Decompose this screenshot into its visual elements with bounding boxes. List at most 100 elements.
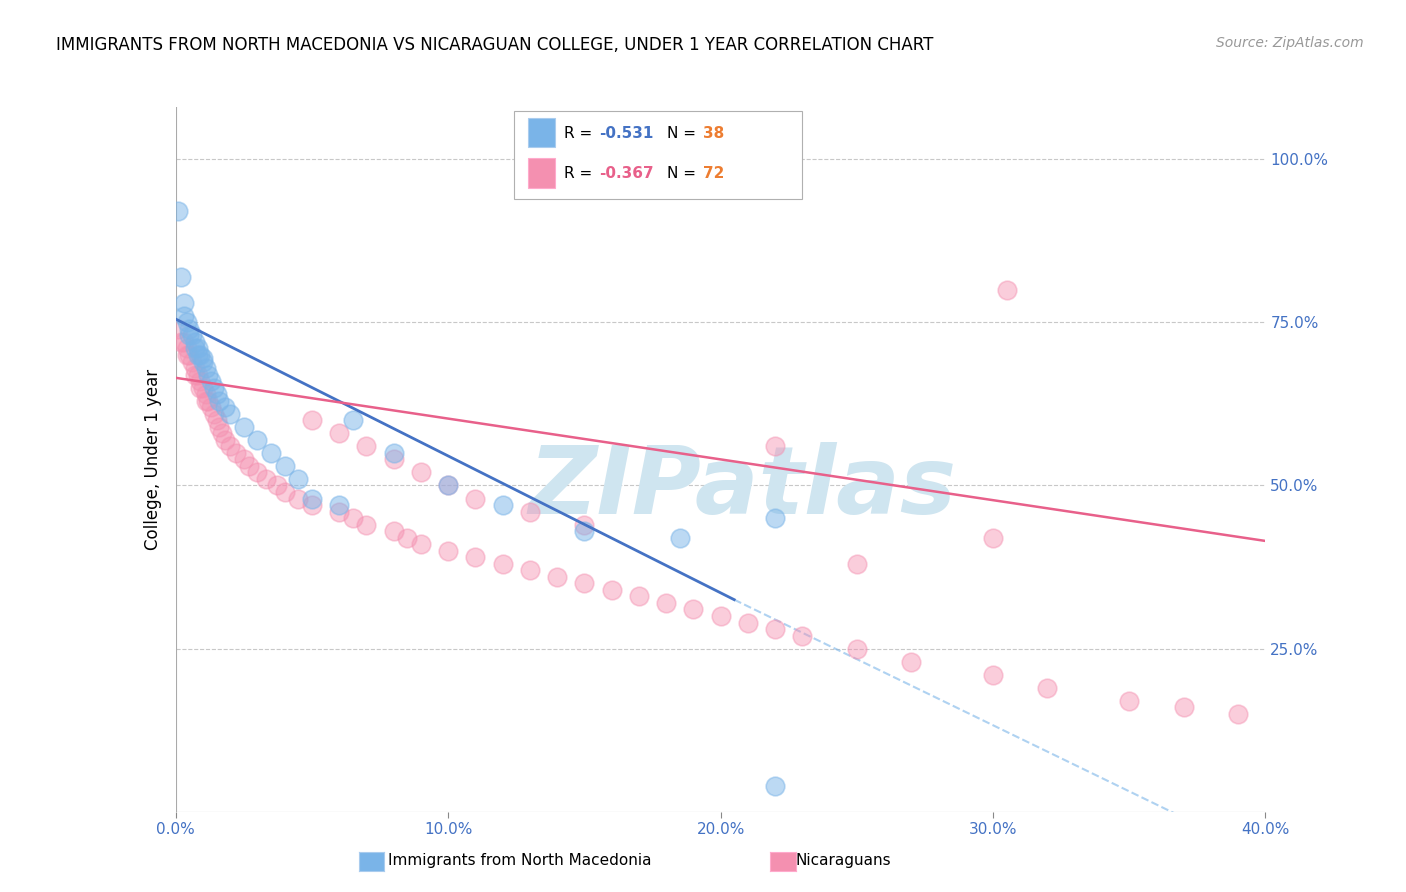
Point: [202, 407, 225, 421]
Point: [214, 400, 236, 414]
Point: [356, 439, 378, 453]
Point: [173, 334, 195, 349]
Point: [710, 609, 733, 624]
Point: [519, 563, 541, 577]
Point: [184, 368, 207, 382]
Point: [981, 531, 1004, 545]
Point: [1118, 694, 1140, 708]
Point: [266, 478, 288, 492]
Point: [492, 557, 515, 571]
Point: [260, 446, 283, 460]
Point: [763, 622, 786, 636]
Point: [173, 309, 195, 323]
Point: [287, 491, 309, 506]
Text: N =: N =: [668, 166, 702, 181]
Bar: [527, 118, 555, 147]
Point: [356, 517, 378, 532]
Point: [301, 413, 323, 427]
Point: [197, 393, 219, 408]
Point: [176, 348, 198, 362]
Point: [194, 361, 217, 376]
Point: [328, 498, 350, 512]
Point: [188, 348, 211, 362]
Text: 38: 38: [703, 126, 724, 141]
Point: [301, 498, 323, 512]
Point: [1173, 700, 1195, 714]
Point: [184, 342, 207, 356]
Point: [167, 204, 190, 219]
Point: [492, 498, 515, 512]
Point: [191, 381, 214, 395]
Text: Nicaraguans: Nicaraguans: [796, 854, 891, 868]
Point: [191, 354, 214, 368]
Point: [1227, 706, 1250, 721]
Point: [409, 537, 432, 551]
Point: [188, 381, 211, 395]
Point: [464, 491, 486, 506]
Point: [737, 615, 759, 630]
Point: [763, 439, 786, 453]
Point: [342, 511, 364, 525]
Point: [208, 393, 231, 408]
Point: [208, 419, 231, 434]
Point: [274, 458, 297, 473]
Point: [519, 505, 541, 519]
Y-axis label: College, Under 1 year: College, Under 1 year: [143, 368, 162, 550]
Text: Immigrants from North Macedonia: Immigrants from North Macedonia: [388, 854, 652, 868]
Point: [205, 413, 228, 427]
Text: -0.367: -0.367: [599, 166, 654, 181]
Point: [186, 368, 209, 382]
Text: IMMIGRANTS FROM NORTH MACEDONIA VS NICARAGUAN COLLEGE, UNDER 1 YEAR CORRELATION : IMMIGRANTS FROM NORTH MACEDONIA VS NICAR…: [56, 36, 934, 54]
Point: [181, 354, 204, 368]
Point: [792, 629, 814, 643]
Point: [574, 576, 596, 591]
Point: [682, 602, 704, 616]
Text: 72: 72: [703, 166, 724, 181]
Point: [167, 322, 190, 336]
Point: [409, 466, 432, 480]
Point: [627, 590, 650, 604]
Point: [219, 407, 242, 421]
FancyBboxPatch shape: [513, 111, 803, 199]
Point: [546, 570, 568, 584]
Point: [232, 452, 254, 467]
Point: [181, 328, 204, 343]
Point: [342, 413, 364, 427]
Point: [176, 315, 198, 329]
Point: [179, 328, 201, 343]
Text: R =: R =: [564, 126, 596, 141]
Point: [900, 655, 922, 669]
Point: [211, 426, 233, 441]
Point: [225, 446, 247, 460]
Point: [170, 334, 193, 349]
Point: [194, 393, 217, 408]
Point: [574, 524, 596, 538]
Point: [464, 550, 486, 565]
Point: [186, 348, 209, 362]
Point: [194, 387, 217, 401]
Point: [1036, 681, 1059, 695]
Text: N =: N =: [668, 126, 702, 141]
Point: [437, 478, 460, 492]
Bar: [527, 158, 555, 188]
Point: [437, 478, 460, 492]
Point: [287, 472, 309, 486]
Point: [219, 439, 242, 453]
Point: [301, 491, 323, 506]
Point: [184, 361, 207, 376]
Text: ZIPatlas: ZIPatlas: [529, 442, 956, 533]
Point: [179, 322, 201, 336]
Point: [200, 374, 222, 388]
Point: [437, 543, 460, 558]
Point: [655, 596, 678, 610]
Point: [214, 433, 236, 447]
Point: [200, 400, 222, 414]
Point: [246, 433, 269, 447]
Point: [668, 531, 690, 545]
Text: -0.531: -0.531: [599, 126, 654, 141]
Point: [382, 452, 405, 467]
Point: [246, 466, 269, 480]
Text: R =: R =: [564, 166, 596, 181]
Point: [170, 269, 193, 284]
Point: [763, 779, 786, 793]
